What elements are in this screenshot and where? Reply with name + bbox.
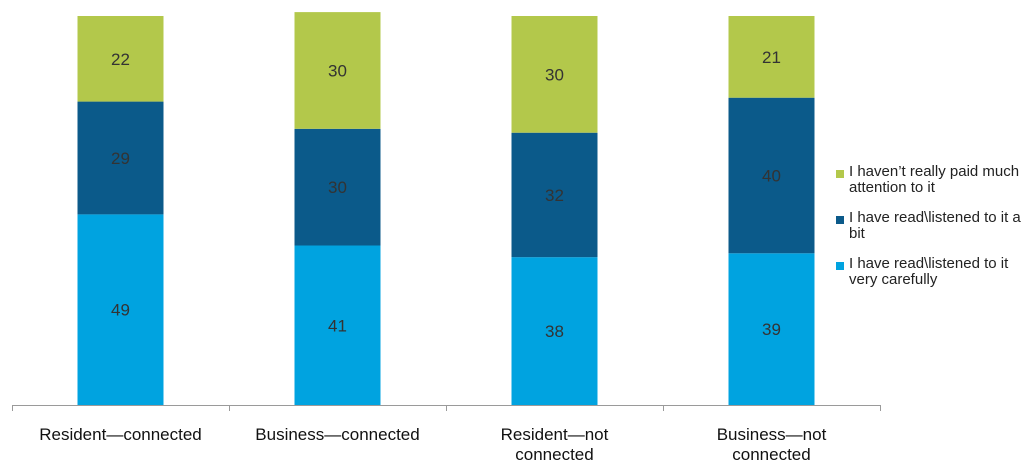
bar-segment-0-2 xyxy=(77,16,164,102)
legend-item-1: I have read\listened to it a bit xyxy=(836,210,1032,242)
data-label-1-1: 30 xyxy=(328,178,347,197)
legend-item-2: I haven’t really paid much attention to … xyxy=(836,164,1032,196)
category-label-3: Business—not connected xyxy=(717,425,827,462)
category-label-0: Resident—connected xyxy=(39,425,202,444)
bar-segment-3-2 xyxy=(728,16,815,98)
data-label-3-2: 21 xyxy=(762,48,781,67)
data-label-2-1: 32 xyxy=(545,186,564,205)
data-label-0-1: 29 xyxy=(111,149,130,168)
data-label-3-0: 39 xyxy=(762,320,781,339)
bar-segment-3-0 xyxy=(728,253,815,405)
bar-segment-2-1 xyxy=(511,132,598,258)
x-axis xyxy=(12,405,881,411)
category-labels: Resident—connected Business—connected Resi… xyxy=(39,425,826,462)
data-label-2-0: 38 xyxy=(545,322,564,341)
legend-swatch-icon xyxy=(836,170,844,178)
legend-label: I haven’t really paid much attention to … xyxy=(849,163,1020,196)
bar-segment-2-2 xyxy=(511,16,598,133)
data-label-1-0: 41 xyxy=(328,316,347,335)
bar-segment-1-0 xyxy=(294,245,381,405)
bar-segment-1-2 xyxy=(294,12,381,129)
category-label-1: Business—connected xyxy=(255,425,419,444)
legend-item-0: I have read\listened to it very carefull… xyxy=(836,256,1032,288)
bar-segment-3-1 xyxy=(728,97,815,254)
legend-swatch-icon xyxy=(836,216,844,224)
bar-segment-2-0 xyxy=(511,257,598,405)
legend-label: I have read\listened to it very carefull… xyxy=(849,255,1009,288)
data-label-0-0: 49 xyxy=(111,301,130,320)
category-label-2: Resident—not connected xyxy=(501,425,609,462)
data-label-1-2: 30 xyxy=(328,61,347,80)
legend-label: I have read\listened to it a bit xyxy=(849,209,1021,242)
data-label-3-1: 40 xyxy=(762,166,781,185)
legend: I haven’t really paid much attention to … xyxy=(836,164,1032,302)
bars-layer: 49 29 22 41 30 30 38 32 30 39 40 21 xyxy=(77,12,815,405)
data-label-2-2: 30 xyxy=(545,65,564,84)
bar-segment-0-0 xyxy=(77,214,164,405)
legend-swatch-icon xyxy=(836,262,844,270)
data-label-0-2: 22 xyxy=(111,50,130,69)
bar-segment-0-1 xyxy=(77,101,164,215)
bar-segment-1-1 xyxy=(294,128,381,246)
